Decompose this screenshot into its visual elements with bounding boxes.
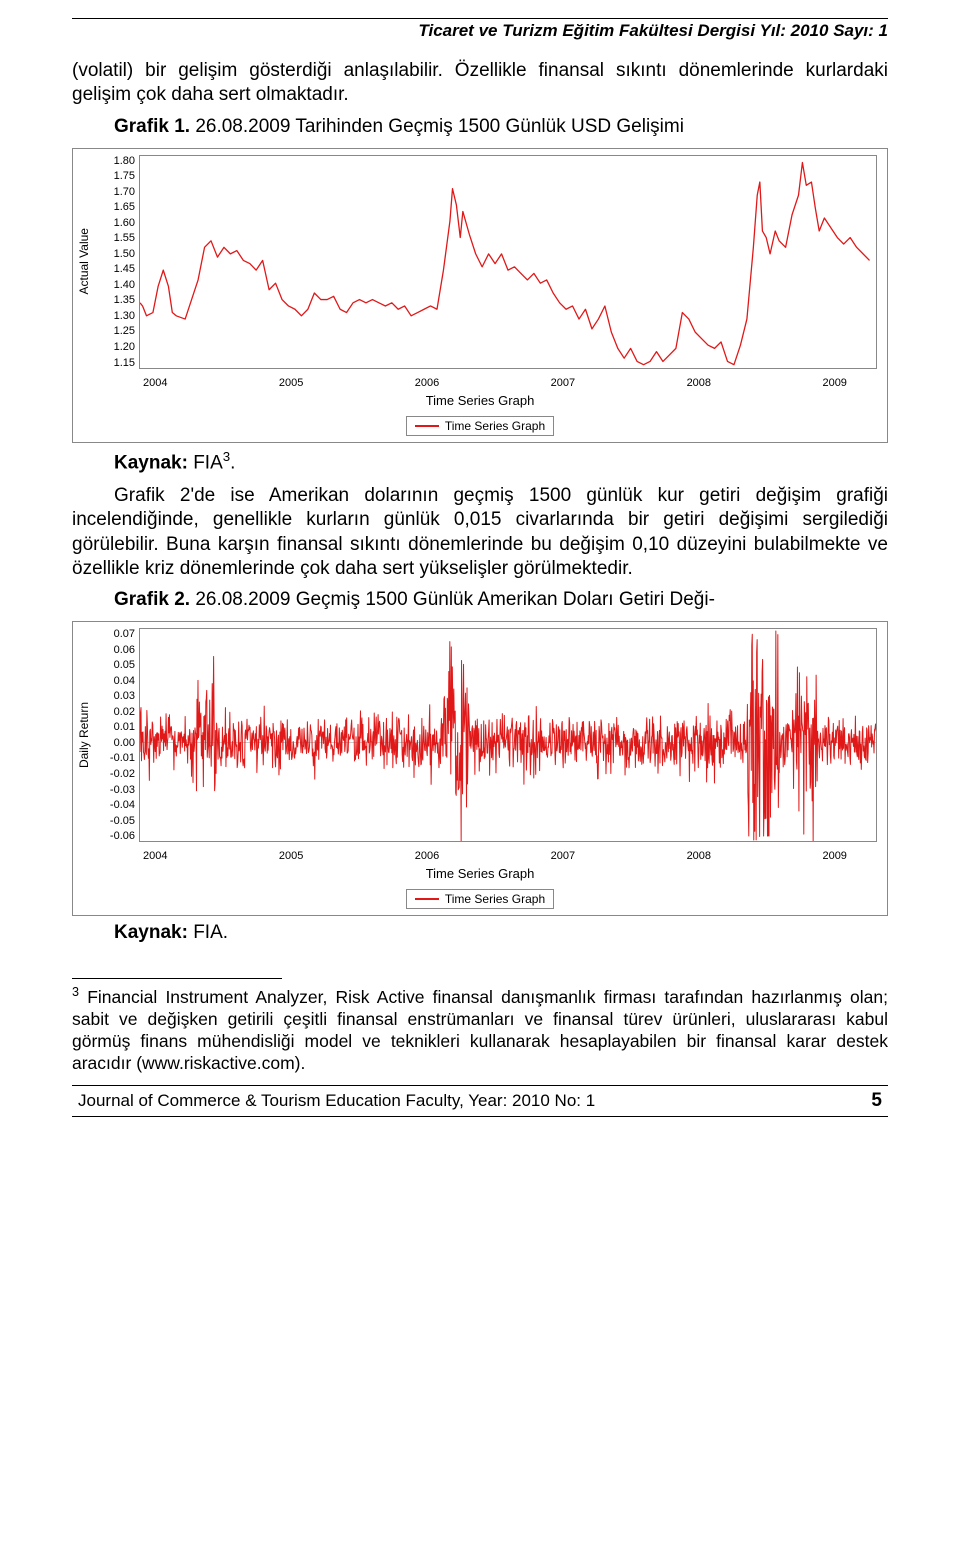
- footnote-rule: [72, 978, 282, 979]
- footer-journal: Journal of Commerce & Tourism Education …: [78, 1091, 595, 1111]
- chart-2-ylabel: Daily Return: [73, 622, 95, 848]
- chart-1-legend: Time Series Graph: [406, 416, 554, 436]
- paragraph-2: Grafik 2'de ise Amerikan dolarının geçmi…: [72, 484, 888, 581]
- chart-1-yticks: 1.801.751.701.651.601.551.501.451.401.35…: [95, 149, 139, 375]
- chart-1-xlabel: Time Series Graph: [73, 391, 887, 414]
- source-2-label: Kaynak:: [114, 922, 188, 943]
- footer-box: Journal of Commerce & Tourism Education …: [72, 1085, 888, 1117]
- header-rule: [72, 18, 888, 19]
- grafik2-label: Grafik 2.: [114, 589, 190, 610]
- source-1-dot: .: [230, 452, 235, 473]
- chart-2-plot: [139, 628, 877, 842]
- chart-1-ylabel: Actual Value: [73, 149, 95, 375]
- footnote-3: 3 Financial Instrument Analyzer, Risk Ac…: [72, 985, 888, 1074]
- chart-1-plot: [139, 155, 877, 369]
- chart-2-yticks: 0.070.060.050.040.030.020.010.00-0.01-0.…: [95, 622, 139, 848]
- chart-2-xticks: 200420052006200720082009: [73, 848, 887, 864]
- chart-2-xlabel: Time Series Graph: [73, 864, 887, 887]
- footnote-text: Financial Instrument Analyzer, Risk Acti…: [72, 987, 888, 1073]
- footer-page: 5: [871, 1090, 882, 1112]
- chart-1-frame: Actual Value 1.801.751.701.651.601.551.5…: [72, 148, 888, 443]
- journal-header: Ticaret ve Turizm Eğitim Fakültesi Dergi…: [72, 21, 888, 41]
- grafik2-title: Grafik 2. 26.08.2009 Geçmiş 1500 Günlük …: [72, 589, 888, 611]
- source-2-text: FIA.: [188, 922, 228, 943]
- chart-2-legend-label: Time Series Graph: [445, 892, 545, 906]
- chart-1-legend-label: Time Series Graph: [445, 419, 545, 433]
- legend-swatch-icon: [415, 425, 439, 427]
- chart-1-xticks: 200420052006200720082009: [73, 375, 887, 391]
- source-1-text: FIA: [188, 452, 223, 473]
- grafik2-text: 26.08.2009 Geçmiş 1500 Günlük Amerikan D…: [190, 589, 715, 610]
- chart-2-legend: Time Series Graph: [406, 889, 554, 909]
- grafik1-text: 26.08.2009 Tarihinden Geçmiş 1500 Günlük…: [190, 116, 684, 137]
- source-1-label: Kaynak:: [114, 452, 188, 473]
- legend-swatch-icon: [415, 898, 439, 900]
- source-1: Kaynak: FIA3.: [72, 449, 888, 474]
- paragraph-1: (volatil) bir gelişim gösterdiği anlaşıl…: [72, 59, 888, 108]
- grafik1-label: Grafik 1.: [114, 116, 190, 137]
- chart-2-frame: Daily Return 0.070.060.050.040.030.020.0…: [72, 621, 888, 916]
- footnote-num: 3: [72, 985, 79, 999]
- grafik1-title: Grafik 1. 26.08.2009 Tarihinden Geçmiş 1…: [72, 116, 888, 138]
- source-2: Kaynak: FIA.: [72, 922, 888, 944]
